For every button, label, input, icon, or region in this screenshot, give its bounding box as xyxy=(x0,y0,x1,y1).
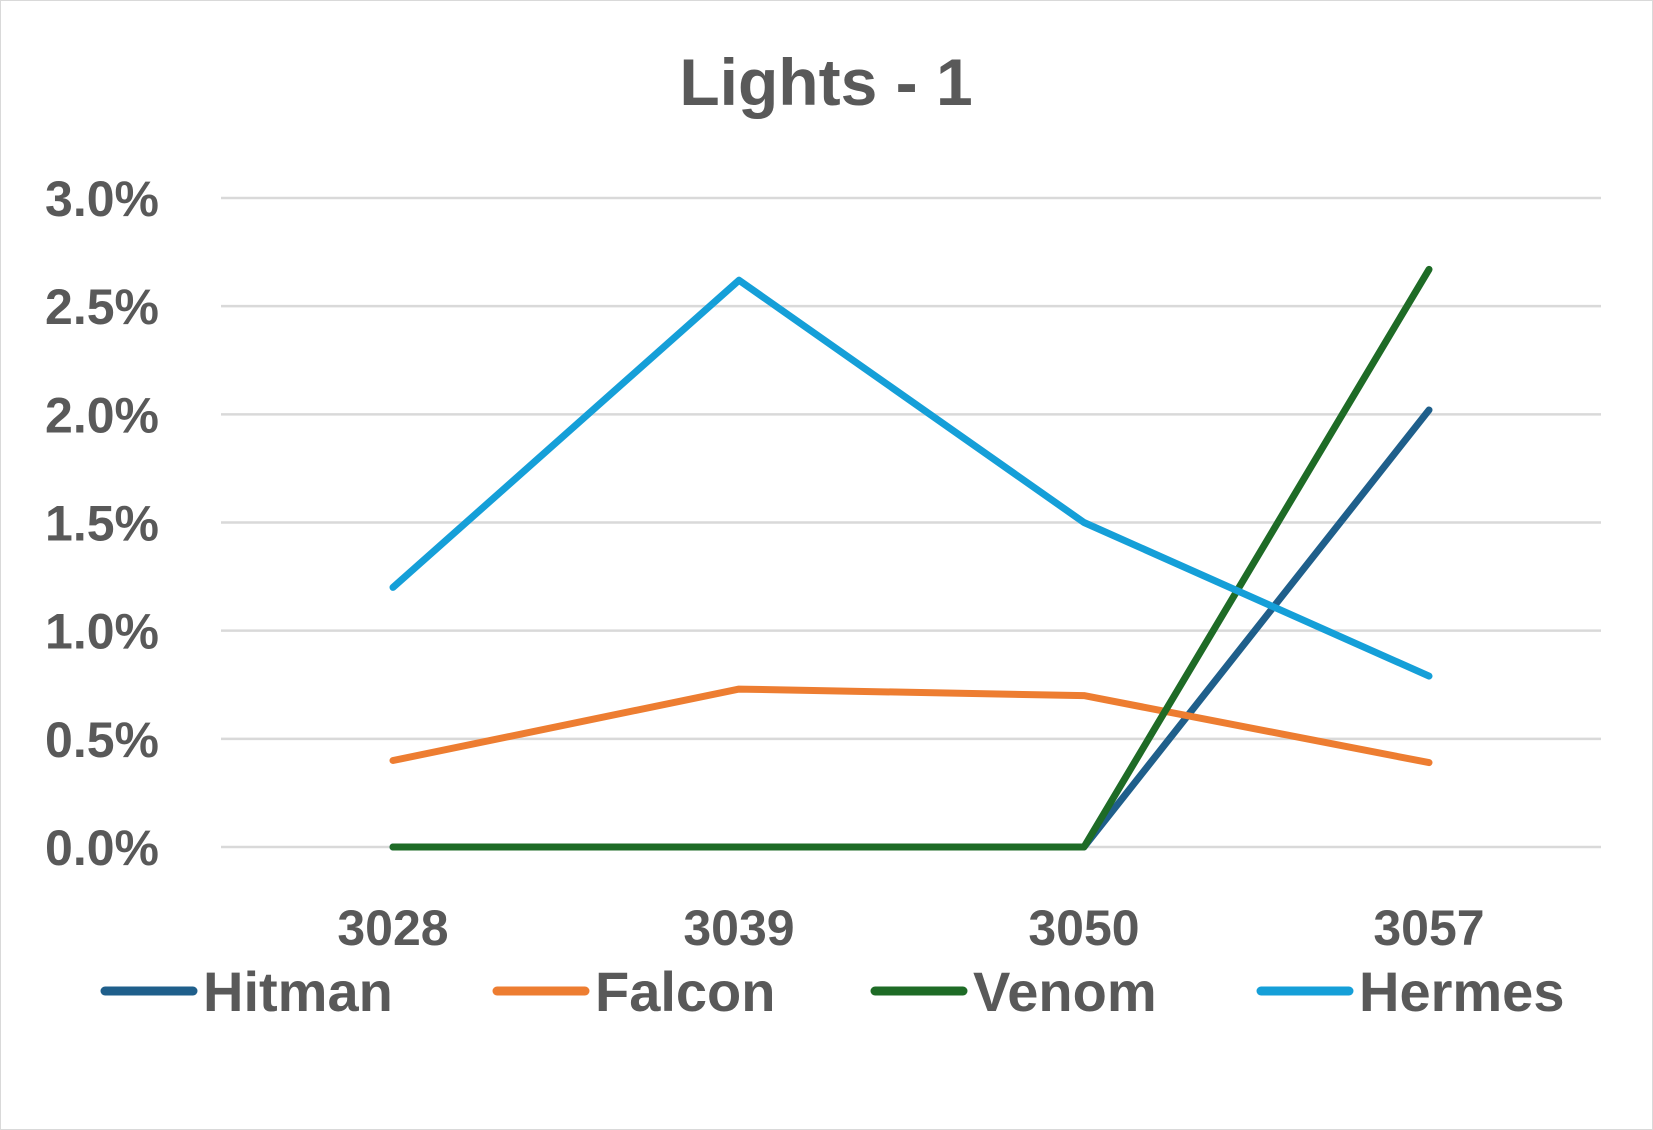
legend-label-hitman: Hitman xyxy=(203,960,393,1023)
legend-label-hermes: Hermes xyxy=(1359,960,1564,1023)
y-tick-label: 1.5% xyxy=(45,496,159,552)
legend-label-venom: Venom xyxy=(973,960,1157,1023)
y-tick-label: 2.0% xyxy=(45,387,159,443)
y-tick-label: 0.5% xyxy=(45,712,159,768)
legend: Hitman Falcon Venom Hermes xyxy=(100,960,1564,1023)
x-tick-label: 3050 xyxy=(1028,900,1139,956)
series-line-falcon xyxy=(389,685,1433,767)
x-tick-label: 3039 xyxy=(683,900,794,956)
legend-label-falcon: Falcon xyxy=(595,960,775,1023)
y-axis-tick-labels: 0.0% 0.5% 1.0% 1.5% 2.0% 2.5% 3.0% xyxy=(45,171,159,876)
series-line-hitman xyxy=(389,406,1433,851)
y-tick-label: 3.0% xyxy=(45,171,159,227)
series-lines xyxy=(389,265,1433,851)
chart-title: Lights - 1 xyxy=(679,45,972,119)
x-tick-label: 3028 xyxy=(337,900,448,956)
x-tick-label: 3057 xyxy=(1373,900,1484,956)
x-axis-tick-labels: 3028 3039 3050 3057 xyxy=(337,900,1484,956)
y-tick-label: 0.0% xyxy=(45,820,159,876)
series-line-venom xyxy=(389,265,1433,851)
y-tick-label: 2.5% xyxy=(45,279,159,335)
series-line-hermes xyxy=(389,276,1433,680)
y-tick-label: 1.0% xyxy=(45,604,159,660)
gridlines xyxy=(221,196,1601,849)
